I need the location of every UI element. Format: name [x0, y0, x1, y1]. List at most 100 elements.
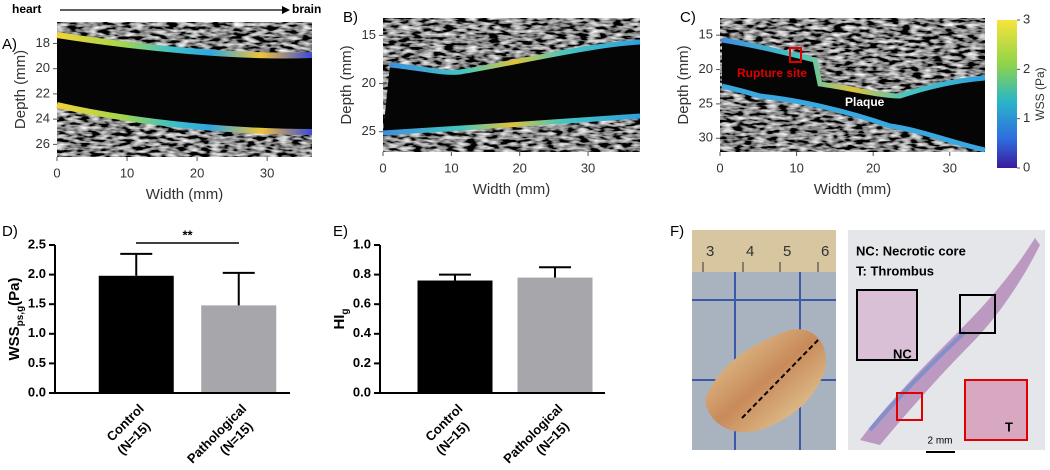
- bar: [417, 280, 493, 393]
- error-bar: [539, 266, 571, 278]
- y-tick-label: 25: [362, 123, 376, 138]
- inset-box: [896, 392, 923, 421]
- flow-arrow-head: [282, 6, 290, 14]
- colorbar-tick-label: 0: [1023, 159, 1030, 174]
- inset-box: [964, 379, 1028, 441]
- legend-text: NC: Necrotic core: [856, 243, 966, 258]
- x-tick-label: 10: [789, 160, 803, 175]
- x-tick-label: 20: [866, 160, 880, 175]
- y-axis-label: Depth (mm): [12, 50, 29, 129]
- panel-label: D): [2, 223, 18, 240]
- y-tick-label: 30: [699, 130, 713, 145]
- x-tick-label: Control(N=15): [104, 401, 154, 458]
- x-axis-label: Width (mm): [473, 181, 551, 198]
- y-tick-label: 0.8: [353, 266, 371, 281]
- rupture-marker: [789, 47, 802, 63]
- vessel-wall: [721, 37, 986, 99]
- x-tick-label: 0: [716, 160, 723, 175]
- significance: **: [182, 227, 193, 242]
- ruler-marks: [702, 262, 819, 272]
- y-axis-label-part: g: [340, 308, 351, 314]
- annotation: Rupture site: [737, 66, 807, 80]
- vessel-wall: [382, 113, 641, 136]
- bar: [517, 277, 593, 393]
- vessel-wall: [389, 39, 641, 75]
- x-tick-label: 30: [581, 160, 595, 175]
- scale-bar-label: 2 mm: [928, 436, 953, 447]
- error-bar: [222, 271, 255, 306]
- x-tick-label: 20: [512, 160, 526, 175]
- y-tick-label: 2.0: [28, 266, 46, 281]
- tissue-section: [868, 330, 967, 432]
- panel-label: C): [680, 9, 696, 26]
- colorbar-label: WSS (Pa): [1033, 67, 1047, 120]
- y-axis-label: Depth (mm): [338, 45, 355, 124]
- panel-label: E): [333, 223, 348, 240]
- y-tick-label: 1.5: [28, 296, 46, 311]
- y-axis-label: Depth (mm): [675, 45, 692, 124]
- ruler-number: 4: [746, 243, 754, 260]
- bar: [98, 275, 174, 393]
- y-tick-label: 0.0: [28, 384, 46, 399]
- y-tick-label: 1.0: [28, 325, 46, 340]
- y-tick-label: 18: [36, 35, 50, 50]
- y-tick-label: 2.5: [28, 236, 46, 251]
- panel-label: B): [343, 9, 358, 26]
- y-tick-label: 20: [699, 61, 713, 76]
- y-axis-label: WSSps,g(Pa): [6, 277, 26, 360]
- y-tick-label: 26: [36, 136, 50, 151]
- y-tick-label: 22: [36, 85, 50, 100]
- lumen: [722, 40, 985, 150]
- y-tick-label: 24: [36, 111, 50, 126]
- ruler-number: 3: [706, 243, 714, 260]
- x-tick-label: 10: [120, 165, 134, 180]
- colorbar-tick-label: 3: [1023, 11, 1030, 26]
- cut-line: [741, 339, 819, 419]
- y-tick-label: 0.6: [353, 296, 371, 311]
- y-tick-label: 0.0: [353, 384, 371, 399]
- vessel-wall: [56, 32, 313, 59]
- panel-label: A): [2, 36, 17, 53]
- y-axis-label-part: WSS: [6, 326, 23, 360]
- error-bar: [120, 252, 153, 276]
- x-tick-label: 10: [444, 160, 458, 175]
- inset-box: [959, 294, 996, 334]
- specimen: [705, 329, 826, 433]
- annotation: Plaque: [845, 95, 885, 109]
- lumen: [383, 42, 640, 133]
- lumen: [57, 35, 312, 132]
- y-tick-label: 1.0: [353, 236, 371, 251]
- y-axis-label: HIg: [331, 308, 351, 329]
- vessel-wall: [721, 83, 986, 153]
- y-axis-label-part: HI: [331, 315, 348, 330]
- legend-text: T: Thrombus: [856, 263, 934, 278]
- x-tick-label: 30: [260, 165, 274, 180]
- colorbar: [997, 20, 1017, 168]
- bar: [201, 305, 277, 393]
- colorbar-tick-label: 1: [1023, 110, 1030, 125]
- colorbar-tick-label: 2: [1023, 61, 1030, 76]
- box-label: T: [1005, 419, 1013, 434]
- y-tick-label: 0.4: [353, 325, 372, 340]
- inset-box: [856, 289, 918, 361]
- y-tick-label: 15: [699, 27, 713, 42]
- x-tick-label: 0: [379, 160, 386, 175]
- y-tick-label: 15: [362, 27, 376, 42]
- panel-label: F): [670, 223, 684, 240]
- box-label: NC: [893, 346, 912, 361]
- y-axis-label-part: (Pa): [6, 277, 23, 305]
- x-tick-label: 20: [190, 165, 204, 180]
- annotation: brain: [292, 2, 321, 16]
- x-axis-label: Width (mm): [814, 181, 892, 198]
- y-tick-label: 25: [699, 95, 713, 110]
- y-tick-label: 0.5: [28, 355, 46, 370]
- x-tick-label: Pathological(N=15): [500, 401, 572, 466]
- ruler-number: 6: [821, 243, 829, 260]
- x-tick-label: Pathological(N=15): [184, 401, 256, 466]
- annotation: heart: [12, 2, 41, 16]
- x-tick-label: Control(N=15): [422, 401, 472, 458]
- x-tick-label: 0: [53, 165, 60, 180]
- y-tick-label: 20: [36, 60, 50, 75]
